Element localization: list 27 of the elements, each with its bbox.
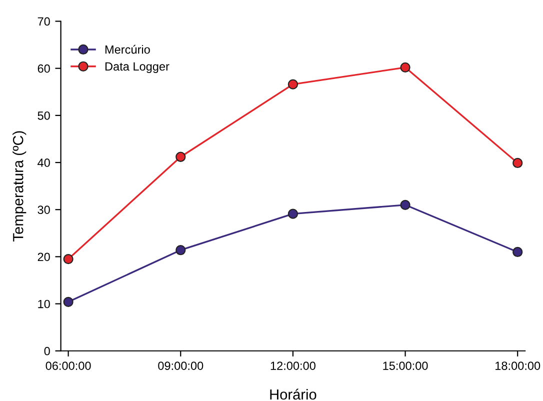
y-tick-label: 30 bbox=[38, 206, 50, 214]
legend-label: Mercúrio bbox=[105, 44, 150, 54]
x-tick-label: 12:00:00 bbox=[270, 362, 316, 370]
point bbox=[288, 208, 298, 219]
x-tick-label: 18:00:00 bbox=[496, 362, 540, 370]
legend-label: Data Logger bbox=[105, 62, 170, 73]
y-tick-label: 20 bbox=[38, 252, 50, 262]
point bbox=[512, 246, 523, 258]
y-tick-label: 70 bbox=[38, 17, 50, 26]
y-tick-label: 50 bbox=[38, 111, 50, 120]
y-tick-label: 10 bbox=[38, 300, 50, 308]
y-tick-label: 60 bbox=[38, 64, 50, 73]
point bbox=[176, 245, 186, 256]
point bbox=[400, 62, 410, 72]
point bbox=[512, 158, 523, 168]
x-tick-label: 09:00:00 bbox=[158, 362, 204, 370]
y-tick-label: 40 bbox=[38, 158, 50, 167]
point bbox=[400, 200, 410, 210]
point bbox=[63, 254, 74, 264]
point bbox=[176, 152, 186, 162]
y-axis-title: Temperatura (ºC) bbox=[12, 131, 26, 242]
x-axis-title: Horário bbox=[270, 388, 316, 400]
point bbox=[288, 79, 298, 90]
y-tick-label: 0 bbox=[44, 346, 50, 356]
x-tick-label: 06:00:00 bbox=[46, 362, 91, 370]
x-tick-label: 15:00:00 bbox=[383, 362, 428, 370]
point bbox=[63, 296, 74, 307]
